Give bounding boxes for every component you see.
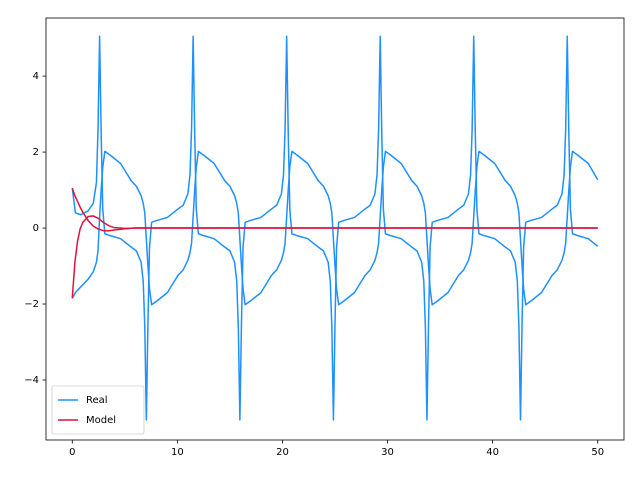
y-tick-label: −2 xyxy=(24,299,39,310)
x-tick-label: 50 xyxy=(591,447,604,458)
x-tick-label: 30 xyxy=(381,447,394,458)
series-line xyxy=(71,215,598,299)
x-tick-label: 40 xyxy=(486,447,499,458)
plot-frame xyxy=(45,17,625,441)
series-line xyxy=(71,35,599,421)
y-tick-label: −4 xyxy=(24,375,39,386)
y-tick-label: 0 xyxy=(33,223,39,234)
x-tick-label: 10 xyxy=(171,447,184,458)
x-tick-label: 0 xyxy=(69,447,75,458)
legend-label: Real xyxy=(86,395,108,406)
series-line xyxy=(71,150,599,306)
legend-label: Model xyxy=(86,415,116,426)
legend: Real Model xyxy=(51,385,145,435)
y-tick-label: 4 xyxy=(33,71,39,82)
legend-box xyxy=(51,385,145,435)
y-tick-label: 2 xyxy=(33,147,39,158)
x-tick-label: 20 xyxy=(276,447,289,458)
